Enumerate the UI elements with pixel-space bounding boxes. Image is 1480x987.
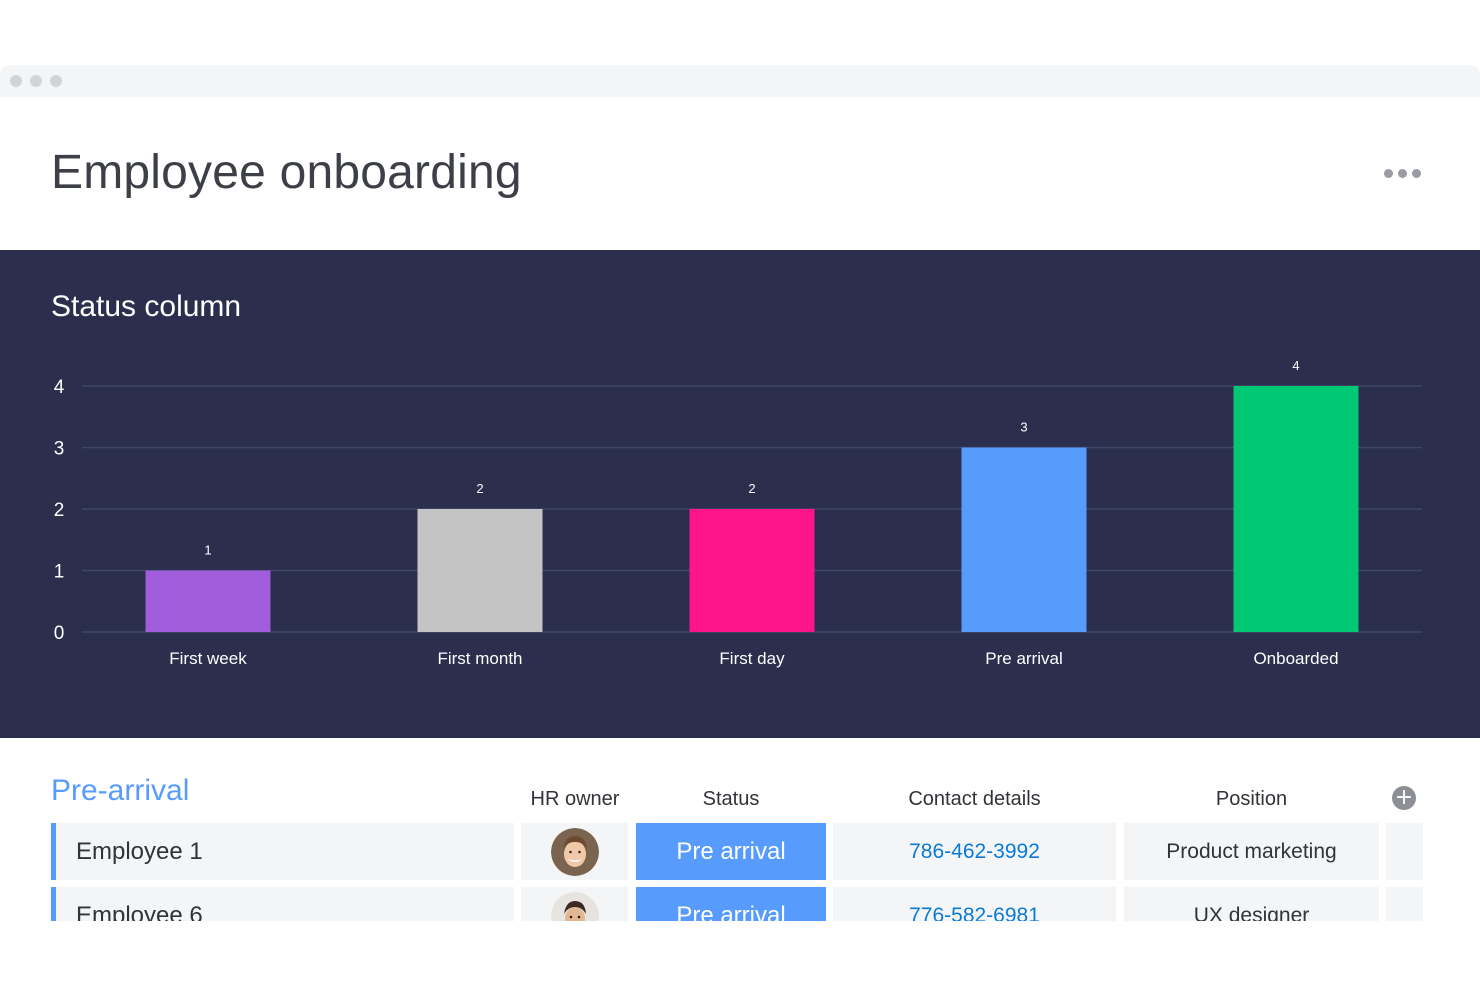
y-tick-label: 2 [54, 500, 65, 521]
chart-panel: Status column 0 1 2 3 4 1 First week 2 First mon… [0, 250, 1480, 738]
window-minimize-dot[interactable] [30, 75, 42, 87]
data-label: 2 [476, 481, 483, 496]
y-tick-label: 4 [54, 377, 65, 398]
bar [1233, 386, 1359, 632]
table-row[interactable]: Employee 6 Pre arrival 776-582-6981 UX d… [51, 887, 1423, 921]
empty-cell[interactable] [1386, 887, 1423, 921]
window-titlebar [0, 65, 1480, 97]
column-header-hr-owner[interactable]: HR owner [530, 788, 620, 810]
status-bar-chart: 0 1 2 3 4 1 First week 2 First month 2 First day 3 P… [54, 358, 1422, 668]
page-title: Employee onboarding [51, 146, 522, 199]
board-table: Pre-arrival HR owner Status Contact deta… [0, 738, 1480, 921]
avatar [550, 827, 599, 876]
app-window: Employee onboarding Status column 0 1 2 3 4 1… [0, 65, 1480, 921]
window-close-dot[interactable] [10, 75, 22, 87]
data-label: 3 [1020, 420, 1027, 435]
item-name[interactable]: Employee 1 [51, 823, 514, 880]
x-tick-label: First week [169, 649, 247, 668]
table-row[interactable]: Employee 1 Pre arrival 786-462-3992 Prod… [51, 823, 1423, 880]
phone-link[interactable]: 786-462-3992 [833, 823, 1116, 880]
y-tick-label: 0 [54, 623, 65, 644]
position-cell[interactable]: Product marketing [1124, 823, 1379, 880]
group-title[interactable]: Pre-arrival [51, 774, 190, 807]
x-tick-label: First day [719, 649, 785, 668]
avatar [550, 891, 599, 921]
y-tick-label: 1 [54, 562, 65, 583]
data-label: 2 [748, 481, 755, 496]
bar [417, 509, 543, 632]
data-label: 1 [204, 543, 211, 558]
phone-link[interactable]: 776-582-6981 [833, 887, 1116, 921]
hr-owner-cell[interactable] [521, 887, 628, 921]
item-name[interactable]: Employee 6 [51, 887, 514, 921]
data-label: 4 [1292, 358, 1299, 373]
x-tick-label: Onboarded [1253, 649, 1338, 668]
y-tick-label: 3 [54, 439, 65, 460]
position-cell[interactable]: UX designer [1124, 887, 1379, 921]
status-label[interactable]: Pre arrival [636, 823, 826, 880]
bar [961, 447, 1087, 632]
status-label[interactable]: Pre arrival [636, 887, 826, 921]
hr-owner-cell[interactable] [521, 823, 628, 880]
x-tick-label: Pre arrival [985, 649, 1062, 668]
column-header-contact[interactable]: Contact details [908, 788, 1041, 810]
empty-cell[interactable] [1386, 823, 1423, 880]
column-header-position[interactable]: Position [1215, 788, 1288, 810]
plus-circle-icon[interactable]: + [1392, 786, 1416, 810]
bar [145, 570, 271, 632]
chart-title: Status column [51, 290, 242, 323]
window-zoom-dot[interactable] [50, 75, 62, 87]
bar [689, 509, 815, 632]
more-options-icon[interactable] [1384, 165, 1426, 181]
x-tick-label: First month [437, 649, 522, 668]
column-header-status[interactable]: Status [702, 788, 760, 810]
